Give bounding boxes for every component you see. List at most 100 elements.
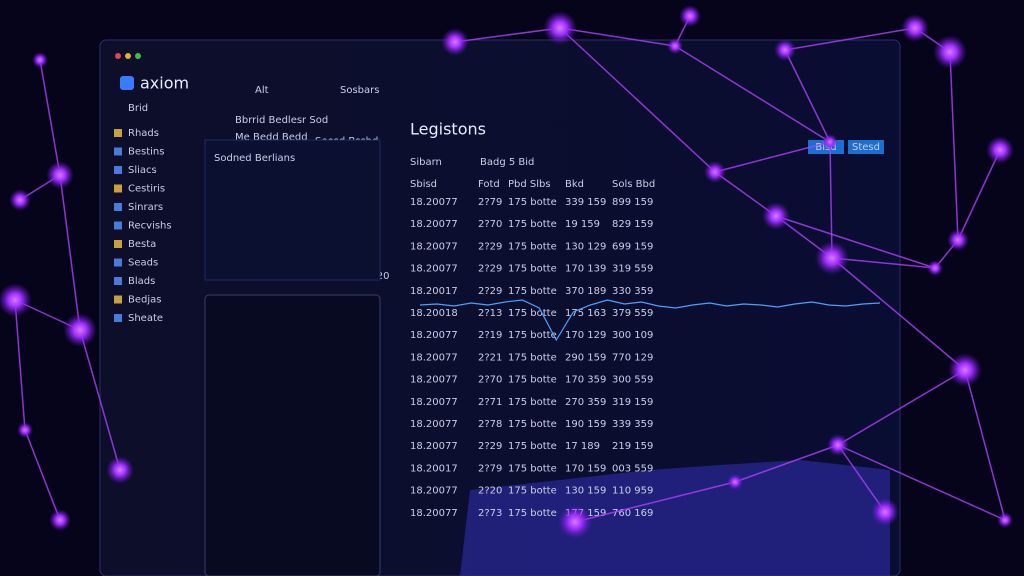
table-cell: 290 159	[565, 352, 606, 363]
table-cell: 18.20077	[410, 241, 458, 252]
table-cell: 370 189	[565, 286, 606, 297]
table-cell: 899 159	[612, 197, 653, 208]
table-cell: 190 159	[565, 419, 606, 430]
sidebar-item[interactable]: Seads	[128, 258, 158, 269]
sidebar-item[interactable]: Cestiris	[128, 184, 165, 195]
table-cell: 319 559	[612, 264, 653, 275]
table-cell: 170 359	[565, 375, 606, 386]
table-cell: 175 163	[565, 308, 606, 319]
filter[interactable]: Badg 5 Bid	[480, 157, 534, 168]
table-cell: 175 botte	[508, 286, 557, 297]
button[interactable]	[848, 140, 884, 154]
logo	[120, 76, 134, 90]
table-cell: 18.20077	[410, 264, 458, 275]
sidebar-icon	[114, 166, 122, 174]
column-header: Bkd	[565, 179, 584, 190]
sidebar-item[interactable]: Sinrars	[128, 202, 163, 213]
table-cell: 175 botte	[508, 441, 557, 452]
button-label[interactable]: Stesd	[852, 142, 880, 153]
menu-item[interactable]: Brid	[128, 103, 148, 114]
sidebar-icon	[114, 203, 122, 211]
app-name: axiom	[140, 74, 189, 93]
column-header: Fotd	[478, 179, 500, 190]
table-cell: 300 109	[612, 330, 653, 341]
table-cell: 175 botte	[508, 352, 557, 363]
table-cell: 18.20077	[410, 441, 458, 452]
sidebar-item[interactable]: Besta	[128, 239, 156, 250]
toolbar-sub: Me Bedd Bedd	[235, 132, 308, 143]
table-cell: 300 559	[612, 375, 653, 386]
table-cell: 170 129	[565, 330, 606, 341]
table-cell: 339 159	[565, 197, 606, 208]
table-cell: 18.20017	[410, 463, 458, 474]
main-title: Legistons	[410, 120, 486, 139]
table-cell: 175 botte	[508, 463, 557, 474]
table-cell: 175 botte	[508, 508, 557, 519]
table-cell: 2?29	[478, 441, 502, 452]
table-cell: 2?29	[478, 286, 502, 297]
table-cell: 110 959	[612, 486, 653, 497]
table-cell: 18.20077	[410, 486, 458, 497]
table-cell: 18.20077	[410, 419, 458, 430]
sidebar-icon	[114, 314, 122, 322]
table-cell: 270 359	[565, 397, 606, 408]
table-cell: 319 159	[612, 397, 653, 408]
table-cell: 2?29	[478, 241, 502, 252]
sidebar-icon	[114, 295, 122, 304]
sidebar-item[interactable]: Sliacs	[128, 165, 157, 176]
sidebar-icon	[114, 221, 122, 230]
chart-panel	[204, 139, 381, 281]
table-cell: 2?73	[478, 508, 502, 519]
table-cell: 2?19	[478, 330, 502, 341]
sidebar-icon	[114, 147, 122, 156]
table-cell: 130 129	[565, 241, 606, 252]
table-cell: 130 159	[565, 486, 606, 497]
table-cell: 175 botte	[508, 264, 557, 275]
table-cell: 2?29	[478, 264, 502, 275]
panel-title: Sodned Berlians	[214, 153, 295, 164]
window-dot	[135, 53, 141, 59]
table-cell: 17 189	[565, 441, 600, 452]
alert-panel	[204, 294, 381, 576]
sidebar-icon	[114, 129, 122, 137]
table-cell: 175 botte	[508, 308, 557, 319]
table-cell: 170 159	[565, 463, 606, 474]
filter[interactable]: Sibarn	[410, 157, 442, 168]
table-cell: 339 359	[612, 419, 653, 430]
column-header: Sbisd	[410, 179, 437, 190]
sidebar-item[interactable]: Rhads	[128, 128, 159, 139]
search[interactable]: Bbrrid Bedlesr Sod	[235, 115, 328, 126]
table-cell: 18.20077	[410, 508, 458, 519]
sidebar-item[interactable]: Sheate	[128, 313, 163, 324]
table-cell: 330 359	[612, 286, 653, 297]
table-cell: 2?70	[478, 219, 502, 230]
table-cell: 003 559	[612, 463, 653, 474]
table-cell: 175 botte	[508, 375, 557, 386]
table-cell: 19 159	[565, 219, 600, 230]
sidebar-item[interactable]: Bestins	[128, 147, 164, 158]
button-label[interactable]: Bisd	[815, 142, 836, 153]
table-cell: 2?21	[478, 352, 502, 363]
table-cell: 175 botte	[508, 397, 557, 408]
table-cell: 18.20077	[410, 330, 458, 341]
table-cell: 175 botte	[508, 241, 557, 252]
table-cell: 18.20077	[410, 219, 458, 230]
sidebar-item[interactable]: Bedjas	[128, 295, 161, 306]
tab[interactable]: Sosbars	[340, 85, 379, 96]
table-cell: 2?13	[478, 308, 502, 319]
window-dot	[115, 53, 121, 59]
column-header: Pbd Slbs	[508, 179, 551, 190]
tab[interactable]: Alt	[255, 85, 269, 96]
table-cell: 170 139	[565, 264, 606, 275]
table-cell: 2?79	[478, 463, 502, 474]
table-cell: 18.20018	[410, 308, 458, 319]
sidebar-icon	[114, 184, 122, 193]
table-cell: 175 botte	[508, 197, 557, 208]
column-header: Sols Bbd	[612, 179, 655, 190]
sidebar-item[interactable]: Recvishs	[128, 221, 172, 232]
table-cell: 699 159	[612, 241, 653, 252]
table-cell: 177 159	[565, 508, 606, 519]
sidebar-item[interactable]: Blads	[128, 276, 155, 287]
table-cell: 175 botte	[508, 486, 557, 497]
